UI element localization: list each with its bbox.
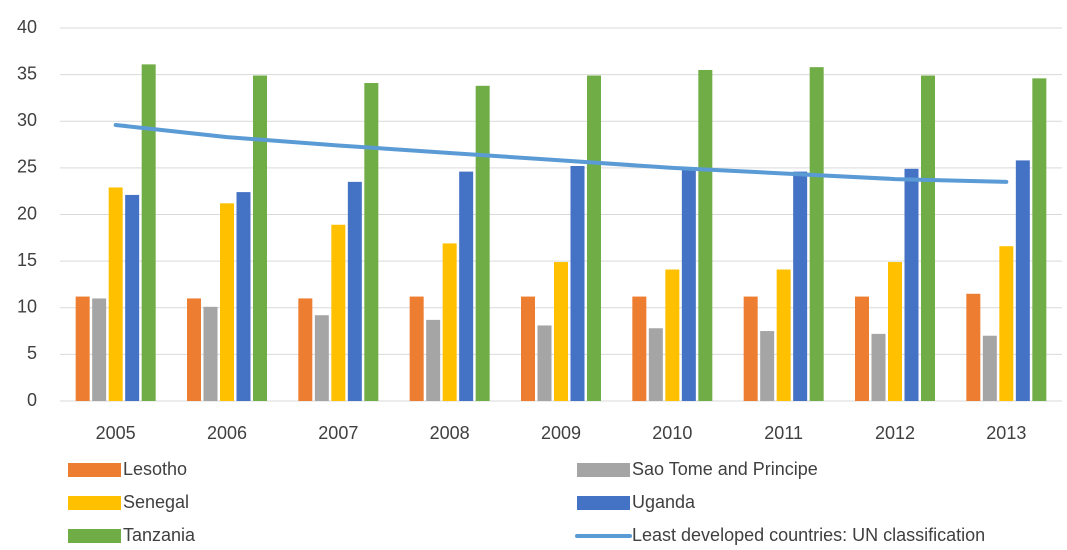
x-tick-label: 2011: [764, 423, 803, 443]
bar: [475, 85, 490, 401]
bar: [187, 298, 201, 401]
bar: [409, 296, 424, 401]
bar: [982, 335, 997, 401]
x-tick-label: 2007: [318, 423, 358, 443]
bar: [314, 315, 329, 401]
y-tick-label: 35: [17, 63, 37, 83]
y-tick-label: 30: [17, 110, 37, 130]
y-tick-label: 40: [17, 17, 37, 37]
y-tick-label: 0: [27, 390, 37, 410]
bar: [220, 203, 234, 401]
bar: [459, 171, 474, 401]
x-tick-label: 2010: [652, 423, 692, 443]
bar: [125, 194, 140, 401]
legend-label: Least developed countries: UN classifica…: [632, 525, 985, 545]
bar: [648, 328, 663, 401]
x-tick-label: 2013: [986, 423, 1026, 443]
bar: [570, 166, 585, 401]
x-tick-label: 2006: [207, 423, 247, 443]
bar: [521, 296, 535, 401]
bar: [665, 269, 680, 401]
bar: [537, 325, 552, 401]
legend-label: Senegal: [123, 492, 189, 512]
bar: [904, 168, 919, 401]
bar: [203, 306, 218, 401]
y-tick-label: 20: [17, 203, 37, 223]
y-tick-label: 15: [17, 250, 37, 270]
bar: [442, 243, 457, 401]
bar: [966, 293, 981, 401]
bar: [888, 262, 902, 401]
bar: [871, 333, 886, 401]
x-tick-label: 2008: [430, 423, 470, 443]
bar: [108, 187, 123, 401]
bar: [331, 224, 346, 401]
bar: [855, 296, 869, 401]
bar: [554, 262, 568, 401]
x-tick-label: 2012: [875, 423, 915, 443]
legend-swatch: [68, 496, 121, 510]
bar: [776, 269, 791, 401]
y-tick-label: 10: [17, 297, 37, 317]
bar: [793, 171, 808, 401]
bar: [743, 296, 758, 401]
y-tick-label: 25: [17, 157, 37, 177]
bar: [75, 296, 90, 401]
bar: [632, 296, 647, 401]
legend-swatch: [68, 529, 121, 543]
bar: [236, 192, 251, 401]
line: [113, 122, 1009, 184]
legend-swatch: [577, 463, 630, 477]
bar: [809, 67, 824, 401]
bar: [141, 64, 156, 402]
legend-label: Sao Tome and Principe: [632, 459, 818, 479]
bar: [426, 319, 441, 401]
bar: [921, 75, 935, 402]
bar: [999, 246, 1014, 401]
bar: [698, 69, 713, 402]
legend-label: Lesotho: [123, 459, 187, 479]
legend-label: Uganda: [632, 492, 696, 512]
bar: [92, 298, 107, 401]
bar: [253, 75, 267, 402]
bar: [364, 83, 379, 401]
bar: [681, 167, 696, 401]
bar: [587, 75, 601, 402]
legend-swatch: [68, 463, 121, 477]
bar: [298, 298, 313, 401]
bar: [760, 331, 775, 401]
x-tick-label: 2005: [96, 423, 136, 443]
legend-label: Tanzania: [123, 525, 196, 545]
y-tick-label: 5: [27, 343, 37, 363]
bar: [1015, 160, 1030, 401]
bar: [347, 181, 362, 401]
bar: [1032, 78, 1047, 401]
legend-swatch: [577, 496, 630, 510]
x-tick-label: 2009: [541, 423, 581, 443]
